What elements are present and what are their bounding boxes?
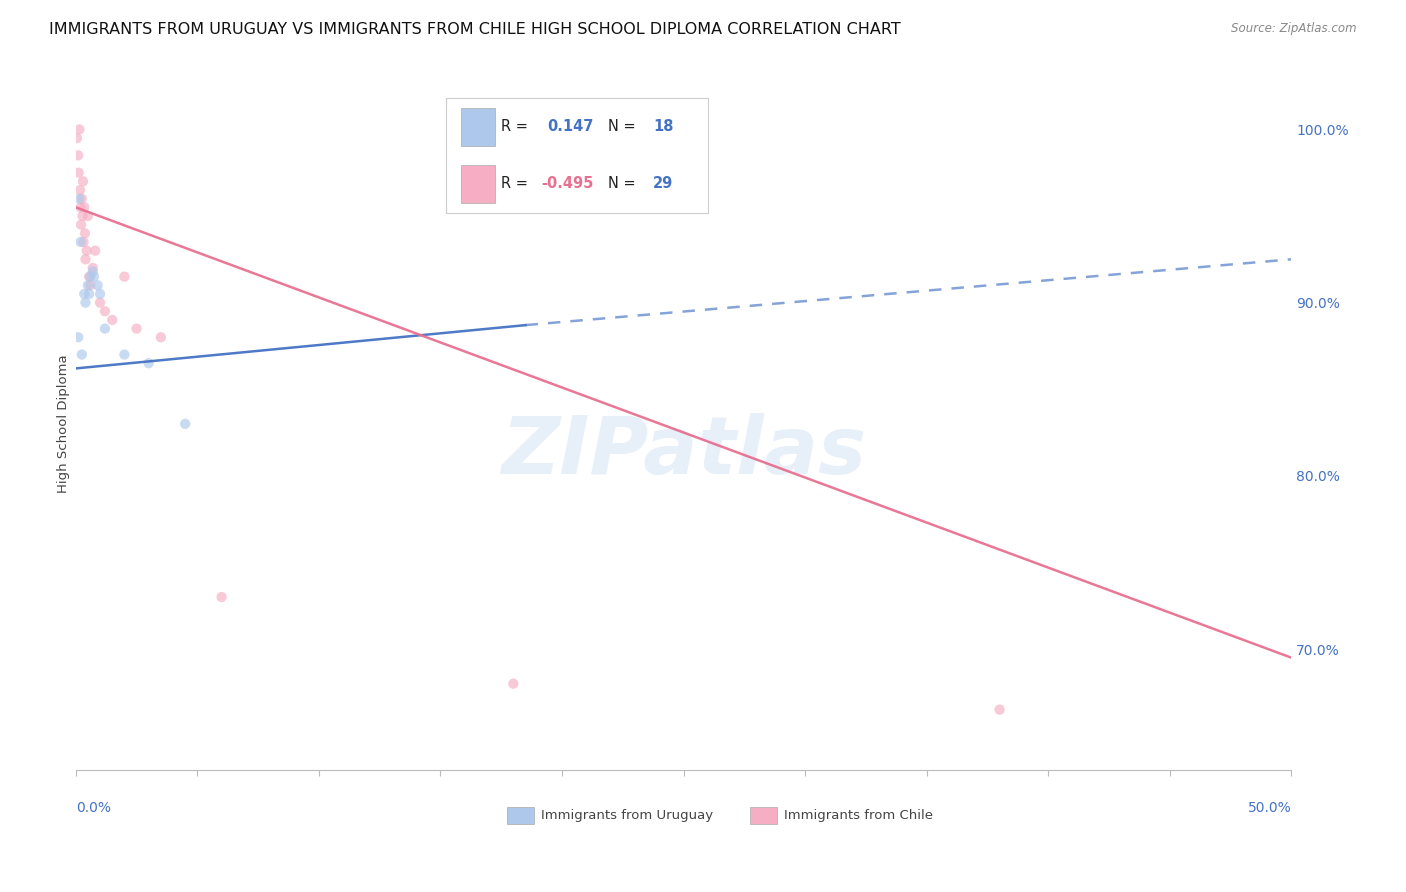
Point	[77, 269, 100, 284]
Point	[94, 321, 117, 335]
Point	[112, 269, 135, 284]
Bar	[751, 806, 778, 824]
Text: Immigrants from Uruguay: Immigrants from Uruguay	[541, 809, 713, 822]
Point	[89, 295, 111, 310]
Point	[79, 278, 101, 293]
Point	[67, 148, 90, 162]
Text: 0.0%: 0.0%	[76, 801, 111, 814]
Text: 18: 18	[654, 120, 673, 135]
Point	[73, 287, 96, 301]
Point	[82, 260, 104, 275]
Point	[79, 269, 101, 284]
Point	[66, 131, 89, 145]
Point	[174, 417, 197, 431]
Point	[73, 200, 96, 214]
Point	[125, 321, 148, 335]
Y-axis label: High School Diploma: High School Diploma	[58, 354, 70, 493]
Point	[149, 330, 172, 344]
Text: N =: N =	[609, 177, 640, 192]
Point	[138, 356, 160, 370]
Point	[502, 676, 524, 690]
Text: 29: 29	[654, 177, 673, 192]
Point	[84, 244, 107, 258]
Point	[73, 227, 96, 241]
Point	[70, 347, 93, 361]
Bar	[508, 806, 534, 824]
Point	[988, 703, 1011, 717]
FancyBboxPatch shape	[447, 98, 707, 212]
Point	[67, 166, 90, 180]
Point	[70, 218, 93, 232]
Text: ZIPatlas: ZIPatlas	[501, 413, 866, 491]
Point	[77, 209, 100, 223]
Text: R =: R =	[501, 120, 533, 135]
Point	[101, 313, 124, 327]
Text: -0.495: -0.495	[541, 177, 593, 192]
Point	[72, 235, 94, 249]
Bar	[461, 165, 495, 203]
Point	[77, 287, 100, 301]
Point	[69, 200, 91, 214]
Point	[77, 278, 100, 293]
Text: 0.147: 0.147	[547, 120, 593, 135]
Point	[502, 113, 524, 128]
Point	[72, 174, 94, 188]
Point	[72, 209, 94, 223]
Text: 50.0%: 50.0%	[1247, 801, 1291, 814]
Point	[69, 235, 91, 249]
Point	[75, 252, 97, 267]
Point	[211, 590, 233, 604]
Point	[82, 264, 104, 278]
Text: N =: N =	[609, 120, 640, 135]
Point	[86, 278, 108, 293]
Point	[67, 330, 90, 344]
Point	[67, 122, 90, 136]
Point	[112, 347, 135, 361]
Point	[83, 269, 105, 284]
Text: Source: ZipAtlas.com: Source: ZipAtlas.com	[1232, 22, 1357, 36]
Bar	[461, 108, 495, 146]
Text: R =: R =	[501, 177, 533, 192]
Point	[69, 183, 91, 197]
Text: Immigrants from Chile: Immigrants from Chile	[785, 809, 934, 822]
Point	[67, 192, 90, 206]
Point	[70, 192, 93, 206]
Point	[76, 244, 98, 258]
Point	[94, 304, 117, 318]
Point	[89, 287, 111, 301]
Text: IMMIGRANTS FROM URUGUAY VS IMMIGRANTS FROM CHILE HIGH SCHOOL DIPLOMA CORRELATION: IMMIGRANTS FROM URUGUAY VS IMMIGRANTS FR…	[49, 22, 901, 37]
Point	[75, 295, 97, 310]
